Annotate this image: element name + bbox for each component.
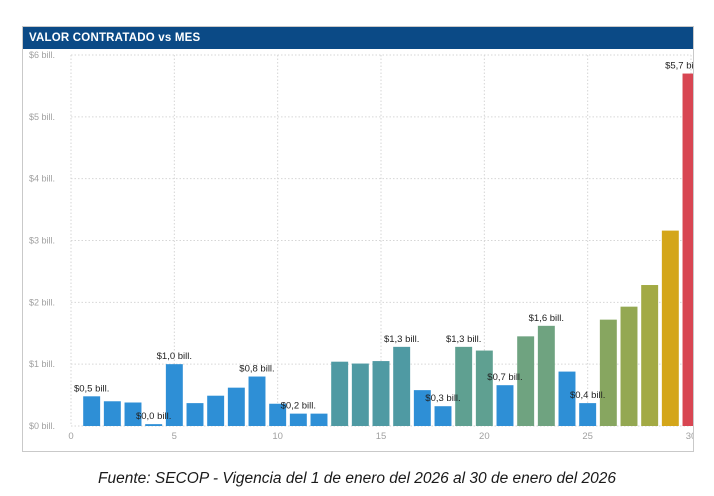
- bar: [207, 395, 225, 426]
- data-label: $0,7 bill.: [487, 372, 522, 383]
- bar: [661, 230, 679, 426]
- source-caption: Fuente: SECOP - Vigencia del 1 de enero …: [98, 470, 616, 487]
- bar: [289, 413, 307, 426]
- y-tick-label: $1 bill.: [29, 359, 55, 369]
- x-tick-label: 10: [272, 431, 283, 442]
- y-tick-label: $2 bill.: [29, 297, 55, 307]
- bar: [331, 361, 349, 426]
- bar: [372, 361, 390, 426]
- bar: [434, 406, 452, 426]
- bar: [558, 371, 576, 426]
- data-label: $5,7 bill.: [665, 61, 693, 72]
- bar: [537, 325, 555, 426]
- bar: [124, 402, 142, 426]
- bar: [620, 306, 638, 426]
- bar: [393, 346, 411, 426]
- bar: [599, 319, 617, 426]
- data-label: $0,5 bill.: [74, 383, 109, 394]
- bar: [248, 376, 266, 426]
- bar: [227, 387, 245, 426]
- x-tick-label: 15: [376, 431, 387, 442]
- bar: [145, 424, 163, 426]
- y-tick-label: $3 bill.: [29, 236, 55, 246]
- bar: [310, 413, 328, 426]
- bar: [413, 390, 431, 426]
- x-tick-label: 20: [479, 431, 490, 442]
- y-tick-label: $6 bill.: [29, 50, 55, 60]
- chart-title: VALOR CONTRATADO vs MES: [23, 27, 693, 49]
- bar: [186, 403, 204, 426]
- data-label: $0,8 bill.: [239, 364, 274, 375]
- bar: [165, 364, 183, 426]
- bar: [641, 285, 659, 426]
- bar: [83, 396, 101, 426]
- bar-chart: $0 bill. $1 bill. $2 bill. $3 bill. $4 bill.…: [29, 50, 693, 442]
- x-tick-label: 25: [582, 431, 593, 442]
- bar: [496, 385, 514, 426]
- bar: [579, 403, 597, 426]
- x-tick-label: 30: [686, 431, 693, 442]
- bar: [103, 401, 121, 426]
- data-label: $1,0 bill.: [157, 351, 192, 362]
- data-label: $0,2 bill.: [281, 401, 316, 412]
- data-label: $0,4 bill.: [570, 390, 605, 401]
- y-tick-label: $0 bill.: [29, 421, 55, 431]
- chart-frame: VALOR CONTRATADO vs MES $0 bill. $1 bill.…: [22, 26, 694, 452]
- y-tick-label: $4 bill.: [29, 174, 55, 184]
- y-tick-label: $5 bill.: [29, 112, 55, 122]
- bar: [455, 346, 473, 426]
- x-tick-label: 5: [172, 431, 177, 442]
- data-label: $1,3 bill.: [446, 334, 481, 345]
- bar: [682, 73, 693, 427]
- bar: [269, 403, 287, 426]
- bar: [351, 363, 369, 426]
- data-label: $1,6 bill.: [529, 313, 564, 324]
- data-label: $1,3 bill.: [384, 334, 419, 345]
- data-label: $0,0 bill.: [136, 411, 171, 422]
- bar: [517, 336, 535, 426]
- bar: [475, 350, 493, 426]
- data-label: $0,3 bill.: [425, 393, 460, 404]
- x-tick-label: 0: [68, 431, 73, 442]
